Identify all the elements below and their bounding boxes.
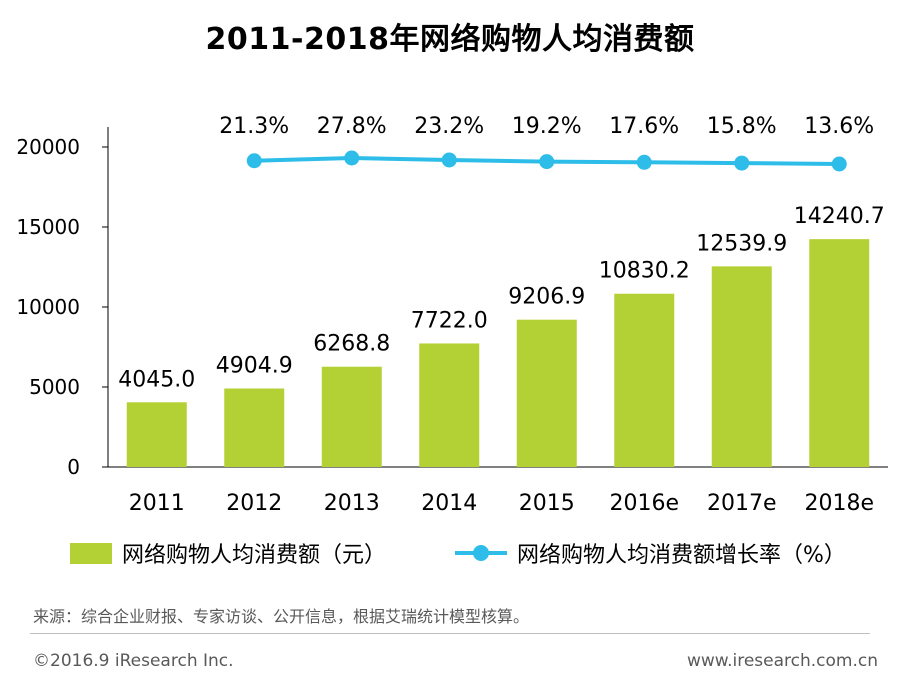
source-note: 来源：综合企业财报、专家访谈、公开信息，根据艾瑞统计模型核算。 [33, 607, 530, 626]
growth-point [246, 153, 262, 169]
chart-area: 0 5000 10000 15000 20000 4045.0 2011 4904.9 2012… [16, 114, 888, 516]
website-link[interactable]: www.iresearch.com.cn [686, 651, 878, 671]
legend-line-swatch [455, 542, 507, 564]
y-tick-label: 0 [67, 455, 80, 479]
growth-value-label: 19.2% [512, 114, 582, 139]
y-tick-label: 15000 [16, 215, 80, 239]
x-tick-label: 2012 [226, 491, 282, 516]
y-tick-label: 10000 [16, 295, 80, 319]
bar [321, 366, 382, 467]
bar-value-label: 4045.0 [118, 367, 195, 392]
growth-value-label: 23.2% [414, 114, 484, 139]
x-tick-label: 2015 [519, 491, 575, 516]
x-tick-label: 2011 [129, 491, 185, 516]
growth-point [636, 154, 652, 170]
bar-value-label: 9206.9 [508, 285, 585, 310]
bar-value-label: 14240.7 [794, 204, 885, 229]
bar [614, 293, 675, 467]
bar [126, 402, 187, 467]
bar-value-label: 7722.0 [411, 308, 488, 333]
bar [711, 266, 772, 467]
growth-point [539, 154, 555, 170]
growth-value-label: 15.8% [707, 114, 777, 139]
x-tick-label: 2013 [324, 491, 380, 516]
legend-label-consumption: 网络购物人均消费额（元） [122, 543, 387, 568]
y-tick-label: 20000 [16, 135, 80, 159]
x-tick-label: 2017e [707, 491, 777, 516]
chart-title: 2011-2018年网络购物人均消费额 [205, 22, 695, 57]
legend-item-growth: 网络购物人均消费额增长率（%） [455, 536, 846, 570]
footer-divider [30, 633, 870, 634]
bar [419, 343, 480, 467]
bar-value-label: 4904.9 [216, 354, 293, 379]
x-tick-label: 2016e [609, 491, 679, 516]
growth-value-label: 17.6% [609, 114, 679, 139]
x-tick-label: 2018e [804, 491, 874, 516]
bar [809, 239, 870, 467]
growth-point [344, 150, 360, 166]
legend-label-growth: 网络购物人均消费额增长率（%） [517, 543, 846, 568]
growth-point [441, 152, 457, 168]
bar [224, 388, 285, 467]
y-tick-label: 5000 [29, 375, 80, 399]
copyright: ©2016.9 iResearch Inc. [33, 651, 234, 671]
growth-point [831, 156, 847, 172]
x-tick-label: 2014 [421, 491, 477, 516]
bar [516, 319, 577, 467]
growth-value-label: 13.6% [804, 114, 874, 139]
growth-point [734, 155, 750, 171]
growth-value-label: 27.8% [317, 114, 387, 139]
legend-bar-swatch [70, 542, 112, 564]
legend-item-consumption: 网络购物人均消费额（元） [70, 536, 386, 570]
growth-value-label: 21.3% [219, 114, 289, 139]
bar-value-label: 6268.8 [313, 332, 390, 357]
bar-value-label: 12539.9 [696, 231, 787, 256]
bar-value-label: 10830.2 [599, 259, 690, 284]
